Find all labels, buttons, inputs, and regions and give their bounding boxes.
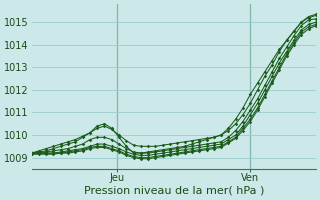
X-axis label: Pression niveau de la mer( hPa ): Pression niveau de la mer( hPa ): [84, 186, 264, 196]
